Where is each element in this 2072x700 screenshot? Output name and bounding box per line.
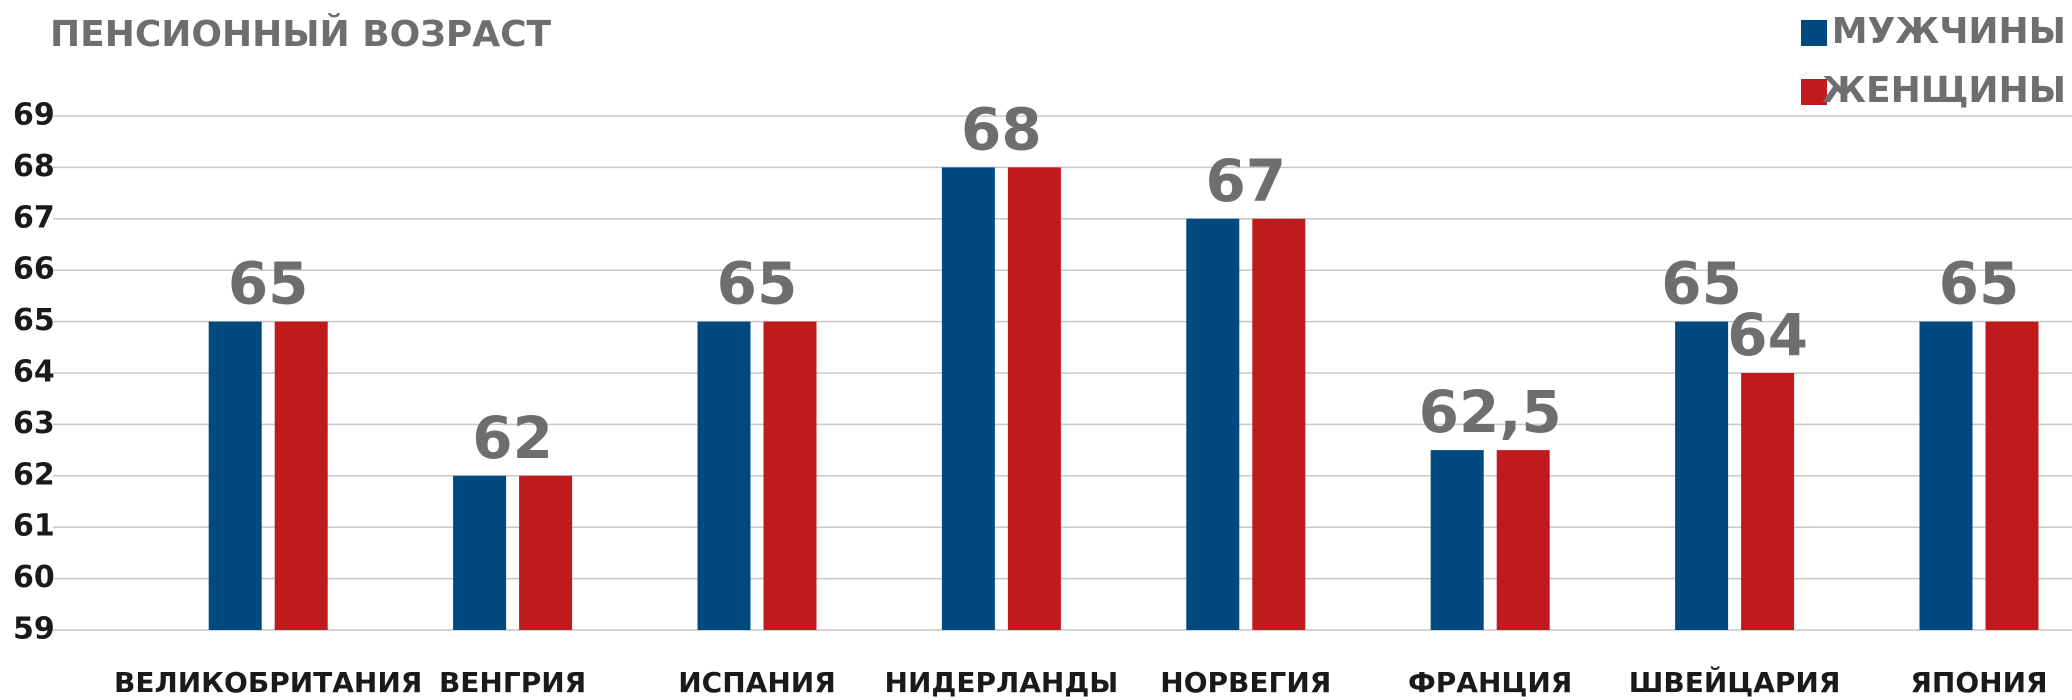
y-tick-label: 61 [13, 509, 55, 544]
bar [1919, 321, 1973, 630]
x-tick-label: ИСПАНИЯ [678, 666, 836, 699]
y-tick-label: 68 [13, 149, 55, 184]
bar [1252, 218, 1306, 631]
value-label: 62 [472, 404, 553, 472]
bar [1675, 321, 1729, 630]
value-label: 65 [717, 250, 798, 318]
y-tick-label: 62 [13, 457, 55, 492]
legend-label: ЖЕНЩИНЫ [1822, 70, 2066, 111]
y-tick-label: 66 [13, 252, 55, 287]
x-tick-label: НОРВЕГИЯ [1160, 666, 1331, 699]
bar [941, 167, 995, 630]
value-label: 65 [1939, 250, 2020, 318]
y-tick-label: 65 [13, 303, 55, 338]
bar [697, 321, 751, 630]
x-tick-label: НИДЕРЛАНДЫ [885, 666, 1119, 699]
value-label: 67 [1205, 147, 1286, 215]
y-tick-label: 59 [13, 612, 55, 647]
value-label: 68 [961, 96, 1042, 164]
bar [1430, 450, 1484, 630]
legend-swatch [1801, 20, 1827, 46]
bar [1186, 218, 1240, 631]
bar [1985, 321, 2039, 630]
legend-label: МУЖЧИНЫ [1832, 11, 2066, 52]
bar [274, 321, 328, 630]
x-tick-label: ФРАНЦИЯ [1408, 666, 1572, 699]
value-label: 65 [1661, 250, 1742, 318]
x-tick-label: ШВЕЙЦАРИЯ [1629, 665, 1841, 699]
value-label: 62,5 [1419, 378, 1562, 446]
bar [208, 321, 262, 630]
bar [1741, 373, 1795, 630]
bar [1007, 167, 1061, 630]
value-label: 65 [228, 250, 309, 318]
y-tick-label: 64 [13, 355, 55, 390]
x-tick-label: ВЕЛИКОБРИТАНИЯ [114, 666, 422, 699]
bar [1496, 450, 1550, 630]
y-tick-label: 67 [13, 200, 55, 235]
bar [453, 475, 507, 630]
y-tick-label: 69 [13, 98, 55, 133]
x-tick-label: ВЕНГРИЯ [439, 666, 586, 699]
y-tick-label: 63 [13, 406, 55, 441]
x-tick-label: ЯПОНИЯ [1910, 666, 2047, 699]
y-tick-label: 60 [13, 560, 55, 595]
legend-swatch [1801, 79, 1827, 105]
chart-title: ПЕНСИОННЫЙ ВОЗРАСТ [50, 13, 552, 55]
bar [763, 321, 817, 630]
bar [519, 475, 573, 630]
value-label: 64 [1727, 301, 1808, 369]
